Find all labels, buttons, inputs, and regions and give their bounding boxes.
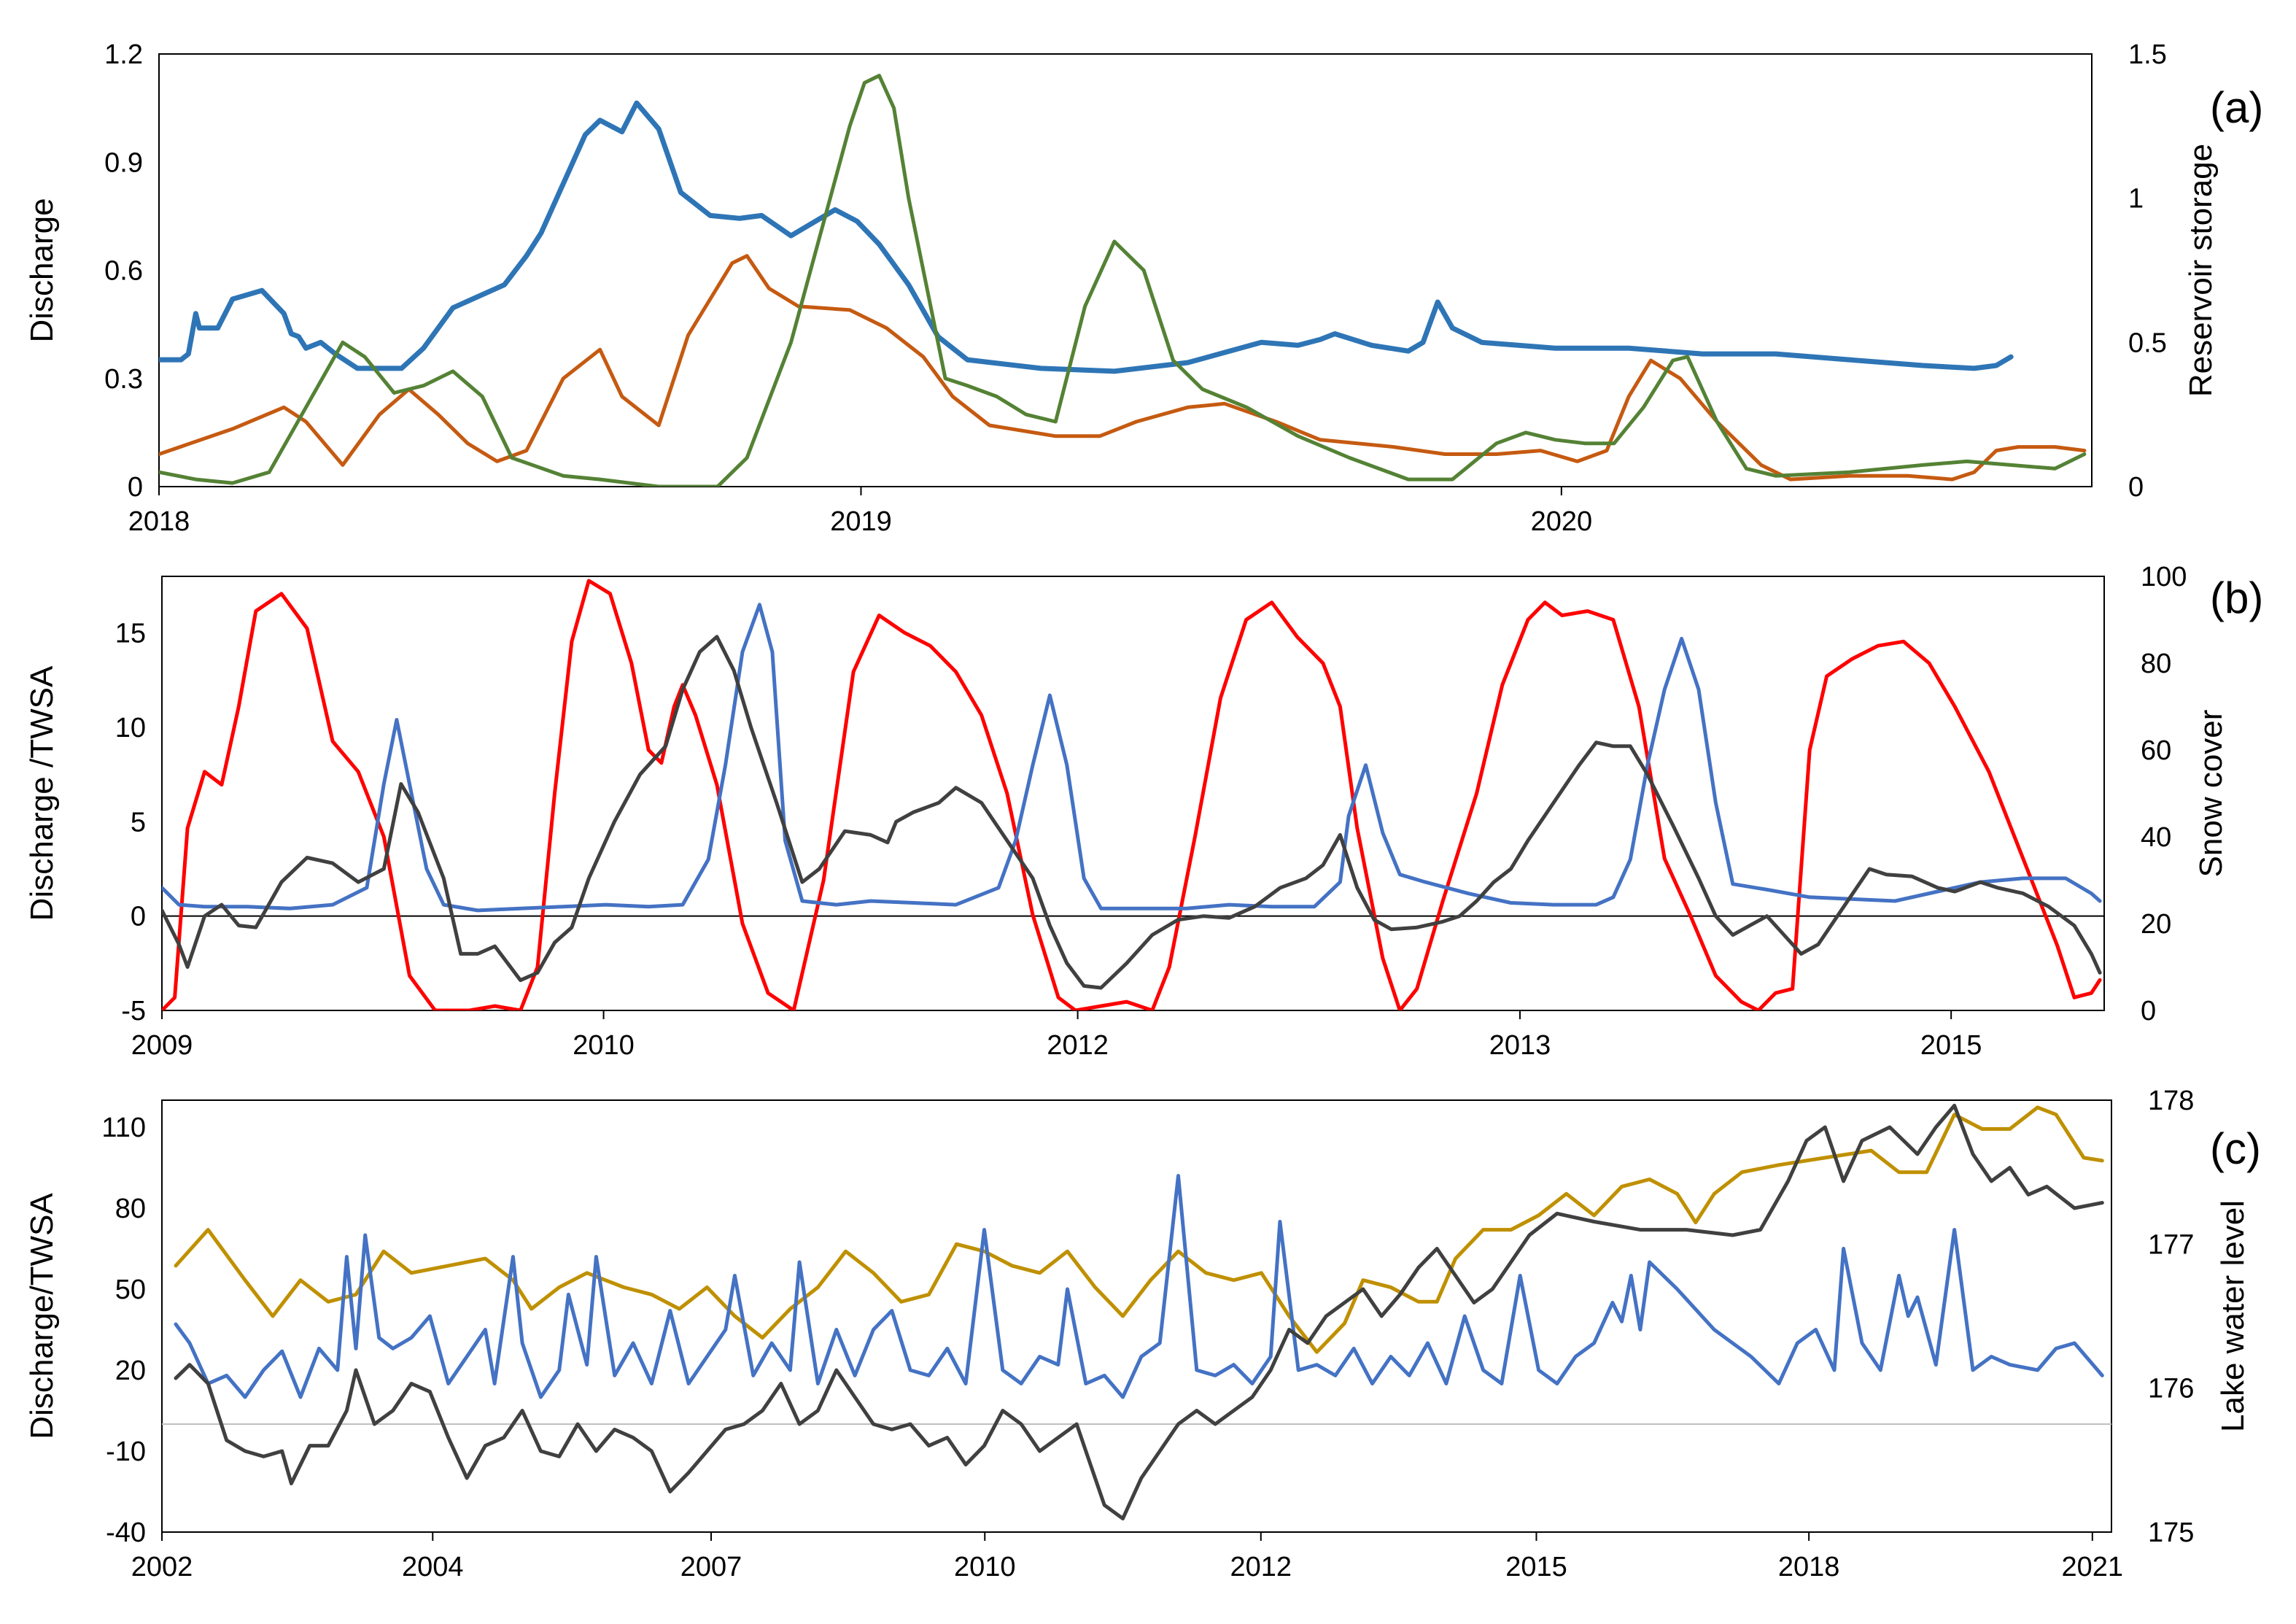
y-tick-label: 0.9: [104, 147, 143, 178]
y-axis-title: Discharge: [24, 198, 60, 342]
y-axis-title: Discharge /TWSA: [24, 665, 60, 921]
y2-tick-label: 0.5: [2128, 328, 2167, 358]
series-line-snow-cover: [162, 579, 2102, 1010]
x-tick-label: 2010: [954, 1552, 1016, 1582]
series-line-discharge: [174, 1174, 2104, 1399]
x-tick-label: 2012: [1230, 1552, 1292, 1582]
y2-tick-label: 0: [2128, 472, 2144, 503]
y2-tick-label: 175: [2148, 1517, 2194, 1548]
series-line-series-2: [159, 254, 2087, 482]
series-line-series-3: [159, 74, 2087, 487]
y-tick-label: 0: [128, 472, 143, 503]
y-tick-label: 15: [115, 619, 146, 649]
panel-label: (a): [2210, 83, 2263, 132]
y2-axis-title: Reservoir storage: [2183, 144, 2219, 397]
x-tick-label: 2020: [1531, 506, 1593, 537]
panel-label: (b): [2210, 573, 2263, 622]
y-tick-label: 20: [115, 1356, 146, 1386]
x-tick-label: 2015: [1920, 1030, 1982, 1061]
y2-tick-label: 40: [2141, 822, 2171, 853]
x-tick-label: 2013: [1489, 1030, 1551, 1061]
x-tick-label: 2019: [830, 506, 892, 537]
y2-tick-label: 177: [2148, 1229, 2194, 1260]
y-tick-label: 80: [115, 1194, 146, 1224]
y2-tick-label: 0: [2141, 996, 2156, 1026]
y-tick-label: 50: [115, 1275, 146, 1305]
y-tick-label: 110: [101, 1113, 146, 1143]
series-line-lake-water-level: [174, 1105, 2104, 1354]
y-tick-label: 5: [131, 807, 146, 838]
y2-tick-label: 178: [2148, 1086, 2194, 1116]
y-tick-label: 1.2: [104, 39, 143, 70]
x-tick-label: 2021: [2062, 1552, 2124, 1582]
plot-frame: [158, 53, 2093, 487]
panel-b: -5 0 5 10 15 0 20 40 60 80 100 2009 2010 2012 2013 2015…: [24, 562, 2263, 1061]
y2-tick-label: 100: [2141, 562, 2187, 592]
y2-tick-label: 60: [2141, 735, 2171, 766]
x-tick-label: 2002: [131, 1552, 193, 1582]
x-tick-label: 2018: [128, 506, 190, 537]
plot-frame: [161, 576, 2105, 1011]
y2-tick-label: 80: [2141, 649, 2171, 679]
plot-frame: [161, 1099, 2112, 1533]
y-tick-label: 0.3: [104, 364, 143, 395]
y-tick-label: 10: [115, 713, 146, 743]
x-tick-label: 2015: [1505, 1552, 1567, 1582]
x-tick-label: 2007: [680, 1552, 742, 1582]
x-tick-label: 2018: [1778, 1552, 1840, 1582]
y-tick-label: -5: [121, 996, 146, 1026]
series-line-twsa: [162, 635, 2102, 990]
y-tick-label: 0: [131, 902, 146, 932]
y2-tick-label: 176: [2148, 1374, 2194, 1404]
x-tick-label: 2004: [402, 1552, 464, 1582]
panel-c: -40 -10 20 50 80 110 175 176 177 178 2002 2004 2007 2…: [24, 1086, 2261, 1582]
y-tick-label: 0.6: [104, 256, 143, 287]
y2-axis-title: Snow cover: [2193, 710, 2229, 878]
panel-label: (c): [2210, 1124, 2261, 1173]
series-line-reservoir-storage: [159, 100, 2014, 374]
series-line-discharge: [162, 603, 2102, 913]
series-line-twsa: [174, 1103, 2104, 1520]
x-tick-label: 2010: [573, 1030, 635, 1061]
y2-axis-title: Lake water level: [2215, 1200, 2251, 1432]
y2-tick-label: 20: [2141, 909, 2171, 940]
y-tick-label: -40: [106, 1517, 146, 1548]
x-tick-label: 2009: [131, 1030, 193, 1061]
y-tick-label: -10: [106, 1437, 146, 1467]
x-tick-label: 2012: [1047, 1030, 1109, 1061]
y-axis-title: Discharge/TWSA: [24, 1193, 60, 1439]
y2-tick-label: 1: [2128, 184, 2144, 214]
y2-tick-label: 1.5: [2128, 39, 2167, 70]
panel-a: 0 0.3 0.6 0.9 1.2 0 0.5 1 1.5 2018 2019 2020 Dischar…: [24, 39, 2263, 537]
